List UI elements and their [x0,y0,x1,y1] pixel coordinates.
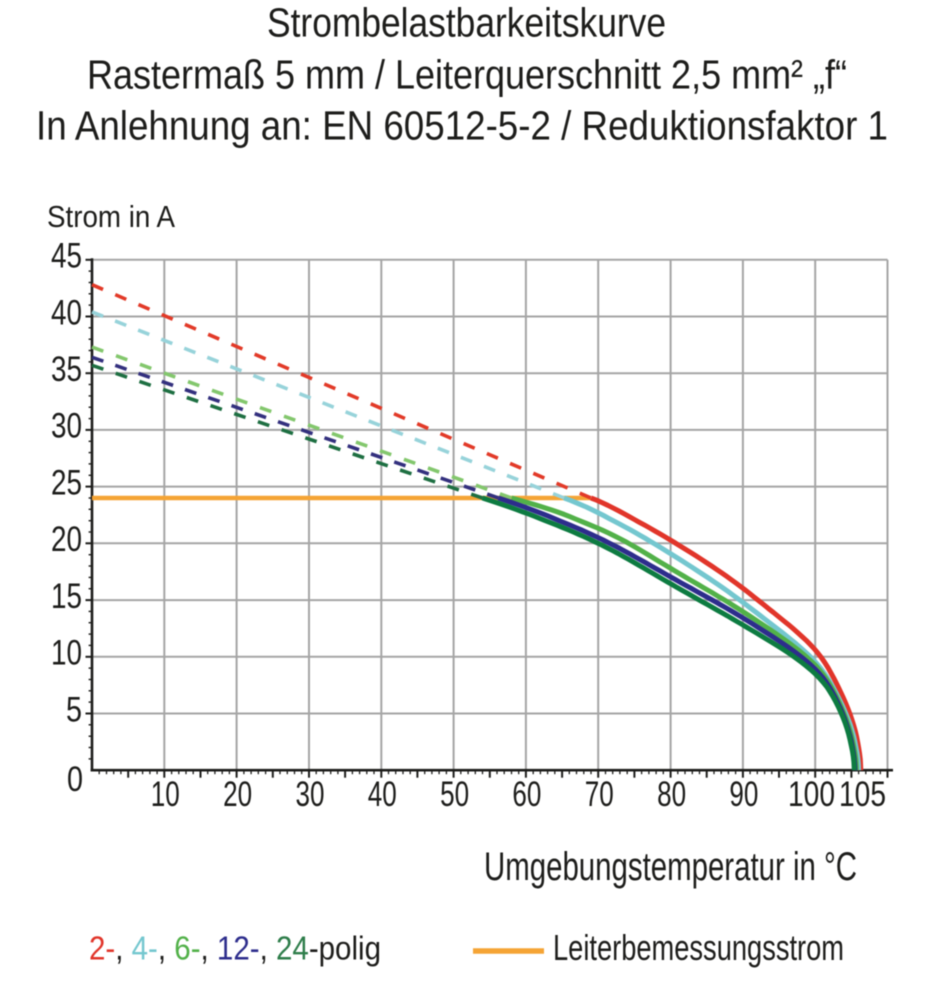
svg-text:10: 10 [151,775,180,814]
svg-text:60: 60 [512,775,541,814]
svg-text:Strom in A: Strom in A [47,199,175,234]
svg-text:0: 0 [67,760,83,799]
svg-text:Rastermaß 5 mm / Leiterquersch: Rastermaß 5 mm / Leiterquerschnitt 2,5 m… [87,52,847,98]
svg-text:40: 40 [51,293,82,332]
svg-text:Strombelastbarkeitskurve: Strombelastbarkeitskurve [267,0,666,46]
svg-text:Umgebungstemperatur in °C: Umgebungstemperatur in °C [484,845,857,889]
svg-text:90: 90 [729,775,758,814]
svg-text:In Anlehnung an: EN 60512-5-2: In Anlehnung an: EN 60512-5-2 / Reduktio… [36,103,888,149]
svg-text:30: 30 [51,407,82,446]
svg-text:105: 105 [839,775,886,814]
svg-text:Leiterbemessungsstrom: Leiterbemessungsstrom [553,927,844,968]
svg-text:80: 80 [657,775,686,814]
svg-text:5: 5 [66,690,82,729]
svg-text:35: 35 [51,350,82,389]
svg-text:25: 25 [51,463,82,502]
svg-text:30: 30 [296,775,325,814]
svg-text:70: 70 [585,775,614,814]
svg-text:20: 20 [51,520,82,559]
svg-text:40: 40 [368,775,397,814]
svg-text:10: 10 [51,634,82,673]
svg-text:45: 45 [51,237,82,276]
svg-text:100: 100 [788,775,835,814]
svg-text:2-, 4-, 6-, 12-, 24-polig: 2-, 4-, 6-, 12-, 24-polig [89,930,381,967]
svg-text:15: 15 [51,577,82,616]
svg-text:50: 50 [440,775,469,814]
svg-text:20: 20 [223,775,252,814]
